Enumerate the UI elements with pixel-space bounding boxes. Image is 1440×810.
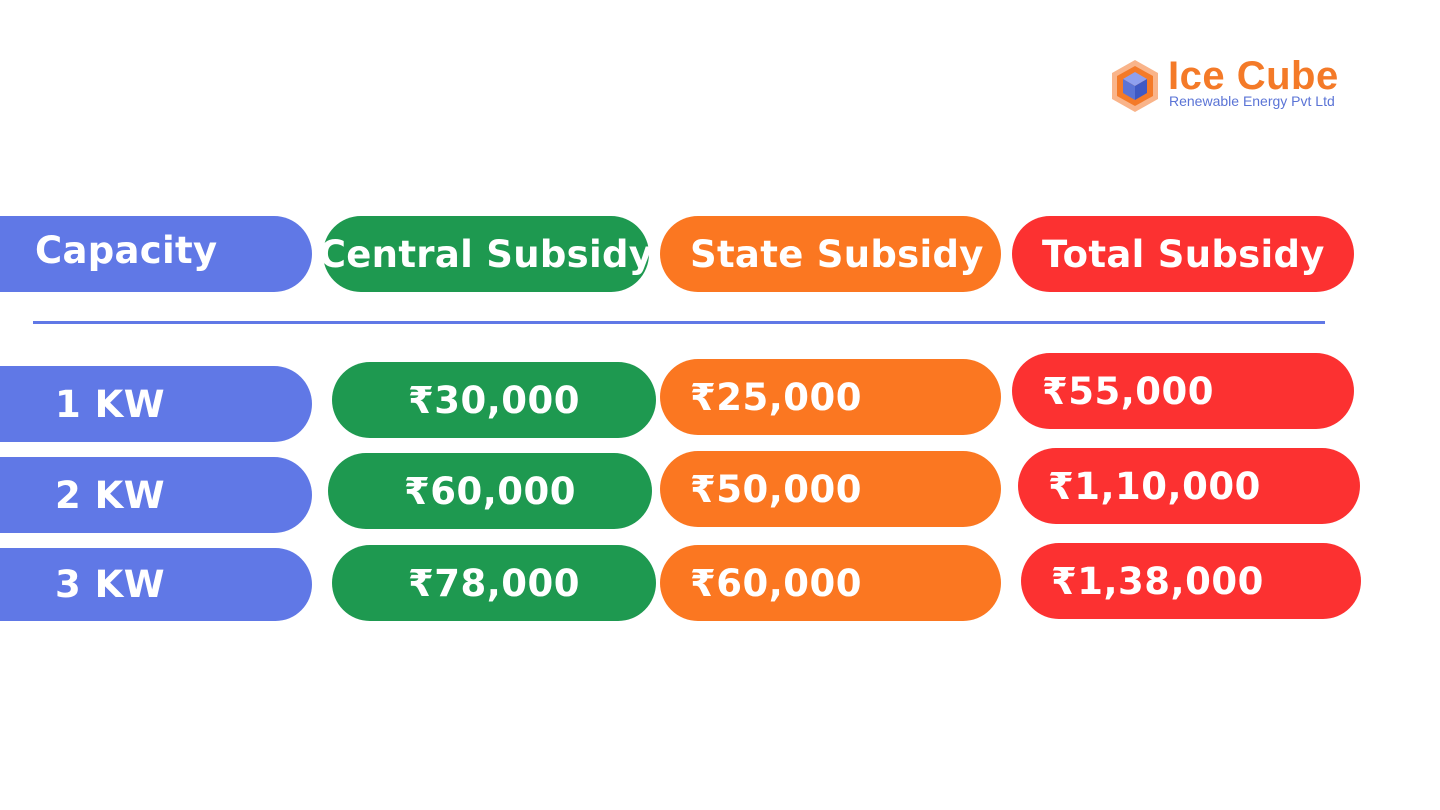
central-subsidy-value: ₹60,000 xyxy=(403,469,577,513)
total-subsidy-cell-2kw: ₹1,10,000 xyxy=(1018,448,1360,524)
central-subsidy-value: ₹78,000 xyxy=(407,561,581,605)
header-total-label: Total Subsidy xyxy=(1042,232,1325,276)
state-subsidy-cell-3kw: ₹60,000 xyxy=(660,545,1001,621)
central-subsidy-value: ₹30,000 xyxy=(407,378,581,422)
central-subsidy-cell-1kw: ₹30,000 xyxy=(332,362,656,438)
capacity-label: 1 KW xyxy=(55,382,166,426)
state-subsidy-cell-2kw: ₹50,000 xyxy=(660,451,1001,527)
capacity-label: 2 KW xyxy=(55,473,166,517)
header-central-label: Central Subsidy xyxy=(318,232,654,276)
logo-subtitle: Renewable Energy Pvt Ltd xyxy=(1169,93,1335,109)
header-capacity-label: Capacity xyxy=(35,228,218,272)
capacity-label: 3 KW xyxy=(55,563,166,606)
state-subsidy-value: ₹25,000 xyxy=(690,375,863,419)
central-subsidy-cell-3kw: ₹78,000 xyxy=(332,545,656,621)
state-subsidy-value: ₹50,000 xyxy=(690,467,863,511)
header-total-subsidy: Total Subsidy xyxy=(1012,216,1354,292)
header-state-label: State Subsidy xyxy=(690,232,984,276)
header-capacity: Capacity xyxy=(0,216,312,292)
capacity-cell-1kw: 1 KW xyxy=(0,366,312,442)
logo-title: Ice Cube xyxy=(1168,54,1339,98)
state-subsidy-cell-1kw: ₹25,000 xyxy=(660,359,1001,435)
capacity-cell-2kw: 2 KW xyxy=(0,457,312,533)
header-divider xyxy=(33,321,1325,324)
total-subsidy-cell-3kw: ₹1,38,000 xyxy=(1021,543,1361,619)
company-logo: Ice Cube Renewable Energy Pvt Ltd xyxy=(1108,54,1368,116)
capacity-cell-3kw: 3 KW xyxy=(0,548,312,621)
cube-icon xyxy=(1112,60,1158,112)
total-subsidy-value: ₹55,000 xyxy=(1042,369,1215,413)
header-state-subsidy: State Subsidy xyxy=(660,216,1001,292)
central-subsidy-cell-2kw: ₹60,000 xyxy=(328,453,652,529)
header-central-subsidy: Central Subsidy xyxy=(319,216,653,292)
state-subsidy-value: ₹60,000 xyxy=(690,561,863,605)
total-subsidy-value: ₹1,38,000 xyxy=(1051,559,1264,603)
total-subsidy-value: ₹1,10,000 xyxy=(1048,464,1261,508)
total-subsidy-cell-1kw: ₹55,000 xyxy=(1012,353,1354,429)
